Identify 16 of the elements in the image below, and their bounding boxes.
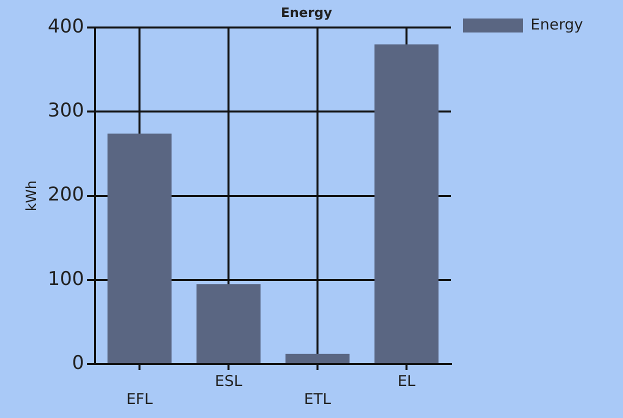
y-tick-label: 0 bbox=[72, 352, 84, 374]
y-axis-title: kWh bbox=[24, 180, 40, 212]
bar bbox=[196, 284, 261, 363]
y-tick-label: 400 bbox=[48, 16, 84, 38]
chart-title: Energy bbox=[280, 6, 333, 22]
x-tick-label: ESL bbox=[214, 372, 243, 390]
bar bbox=[374, 44, 439, 363]
y-tick-label: 200 bbox=[48, 184, 84, 206]
x-tick-label: EL bbox=[398, 372, 416, 390]
x-tick-label: EFL bbox=[126, 390, 154, 408]
legend-label: Energy bbox=[530, 15, 584, 34]
x-tick-label: ETL bbox=[304, 390, 332, 408]
y-tick-label: 100 bbox=[48, 268, 84, 290]
bar bbox=[285, 354, 350, 363]
bar bbox=[108, 134, 172, 363]
y-tick-label: 300 bbox=[48, 100, 84, 122]
